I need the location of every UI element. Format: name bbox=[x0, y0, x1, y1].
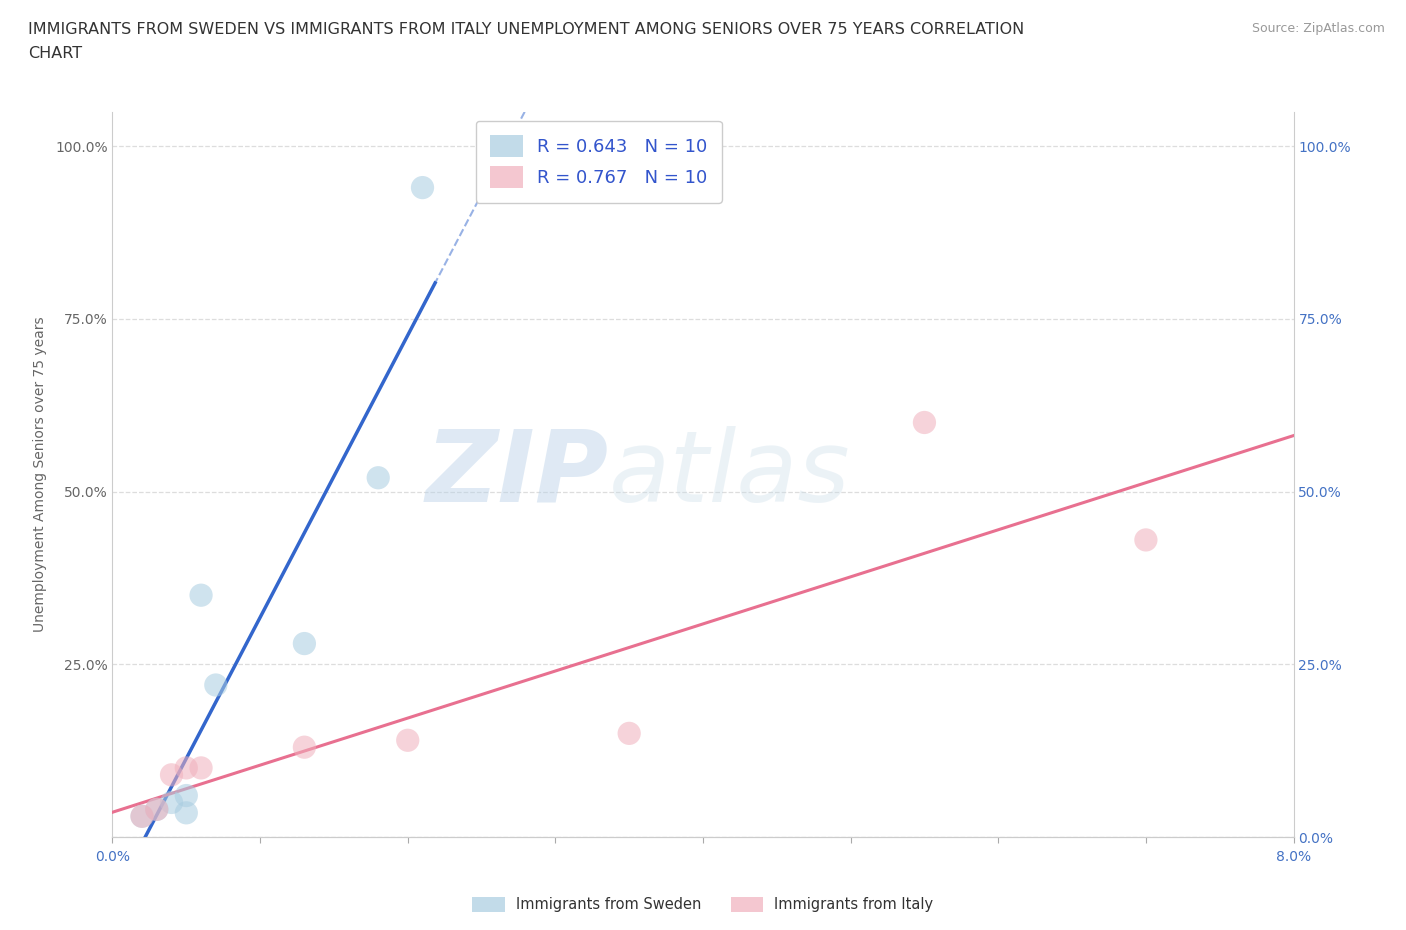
Point bbox=[131, 809, 153, 824]
Point bbox=[146, 802, 169, 817]
Point bbox=[292, 636, 315, 651]
Point bbox=[367, 471, 389, 485]
Point bbox=[131, 809, 153, 824]
Point bbox=[160, 767, 183, 782]
Point bbox=[190, 588, 212, 603]
Legend: Immigrants from Sweden, Immigrants from Italy: Immigrants from Sweden, Immigrants from … bbox=[467, 891, 939, 918]
Point bbox=[292, 739, 315, 754]
Point bbox=[160, 795, 183, 810]
Point bbox=[914, 415, 936, 430]
Point bbox=[1135, 533, 1157, 548]
Legend: R = 0.643   N = 10, R = 0.767   N = 10: R = 0.643 N = 10, R = 0.767 N = 10 bbox=[475, 121, 721, 203]
Point bbox=[190, 761, 212, 776]
Point bbox=[396, 733, 419, 748]
Point bbox=[146, 802, 169, 817]
Point bbox=[619, 726, 641, 741]
Text: CHART: CHART bbox=[28, 46, 82, 61]
Point bbox=[412, 180, 434, 195]
Text: IMMIGRANTS FROM SWEDEN VS IMMIGRANTS FROM ITALY UNEMPLOYMENT AMONG SENIORS OVER : IMMIGRANTS FROM SWEDEN VS IMMIGRANTS FRO… bbox=[28, 22, 1025, 37]
Point bbox=[174, 805, 197, 820]
Text: ZIP: ZIP bbox=[426, 426, 609, 523]
Point bbox=[174, 788, 197, 803]
Point bbox=[205, 678, 228, 693]
Point bbox=[174, 761, 197, 776]
Text: Source: ZipAtlas.com: Source: ZipAtlas.com bbox=[1251, 22, 1385, 35]
Y-axis label: Unemployment Among Seniors over 75 years: Unemployment Among Seniors over 75 years bbox=[32, 316, 46, 632]
Text: atlas: atlas bbox=[609, 426, 851, 523]
